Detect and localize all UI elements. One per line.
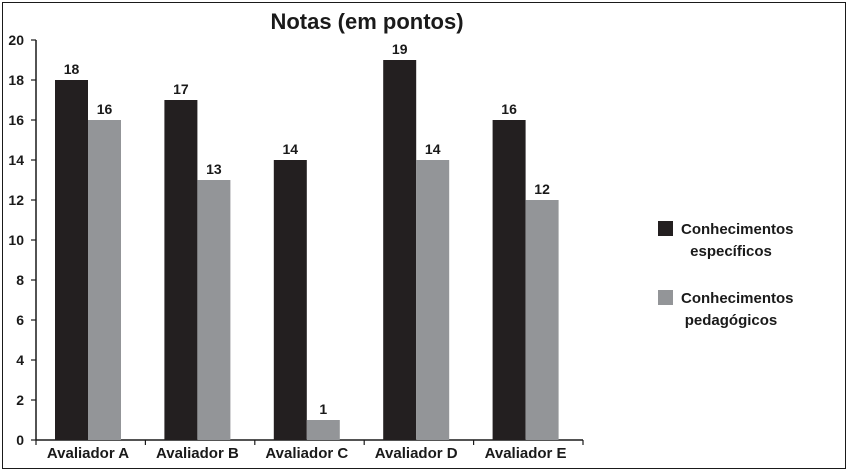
y-tick-label: 20	[8, 32, 24, 48]
y-tick-label: 16	[8, 112, 24, 128]
bar-series-2	[197, 180, 231, 440]
chart-title: Notas (em pontos)	[270, 9, 463, 34]
bar-series-2	[88, 120, 121, 440]
legend-label: Conhecimentos	[681, 221, 794, 238]
y-tick-label: 4	[16, 352, 24, 368]
category-label: Avaliador A	[47, 445, 129, 462]
y-tick-label: 8	[16, 272, 24, 288]
data-label: 14	[425, 141, 441, 157]
data-label: 13	[206, 161, 222, 177]
y-tick-label: 14	[8, 152, 24, 168]
category-label: Avaliador C	[265, 445, 348, 462]
category-labels: Avaliador A Avaliador B Avaliador C Avaliad…	[35, 440, 584, 462]
data-label: 1	[319, 401, 327, 417]
category-label: Avaliador B	[156, 445, 239, 462]
bars: 18 16 17 13 14 1 19 14 16 12	[55, 41, 559, 440]
bar-series-1	[55, 80, 88, 440]
legend: Conhecimentos específicos Conhecimentos ped…	[658, 221, 794, 329]
y-tick-label: 2	[16, 392, 24, 408]
y-tick-label: 12	[8, 192, 24, 208]
data-label: 14	[283, 141, 299, 157]
legend-swatch-series-1	[658, 221, 673, 236]
legend-label: Conhecimentos	[681, 290, 794, 307]
legend-label: específicos	[690, 243, 772, 260]
bar-series-1	[164, 100, 198, 440]
y-axis-ticks: 0 2 4 6 8 10 12 14 16 18 20	[8, 32, 36, 448]
data-label: 12	[534, 181, 550, 197]
bar-series-2	[416, 160, 450, 440]
data-label: 17	[173, 81, 189, 97]
legend-label: pedagógicos	[685, 312, 778, 329]
bar-series-1	[273, 160, 307, 440]
data-label: 16	[501, 101, 517, 117]
bar-series-2	[525, 200, 559, 440]
data-label: 18	[64, 61, 80, 77]
bar-series-1	[383, 60, 417, 440]
category-label: Avaliador E	[485, 445, 567, 462]
y-tick-label: 0	[16, 432, 24, 448]
y-tick-label: 18	[8, 72, 24, 88]
category-label: Avaliador D	[375, 445, 458, 462]
bar-series-1	[492, 120, 526, 440]
y-tick-label: 10	[8, 232, 24, 248]
legend-swatch-series-2	[658, 290, 673, 305]
data-label: 19	[392, 41, 408, 57]
data-label: 16	[97, 101, 113, 117]
y-tick-label: 6	[16, 312, 24, 328]
bar-series-2	[306, 420, 340, 440]
